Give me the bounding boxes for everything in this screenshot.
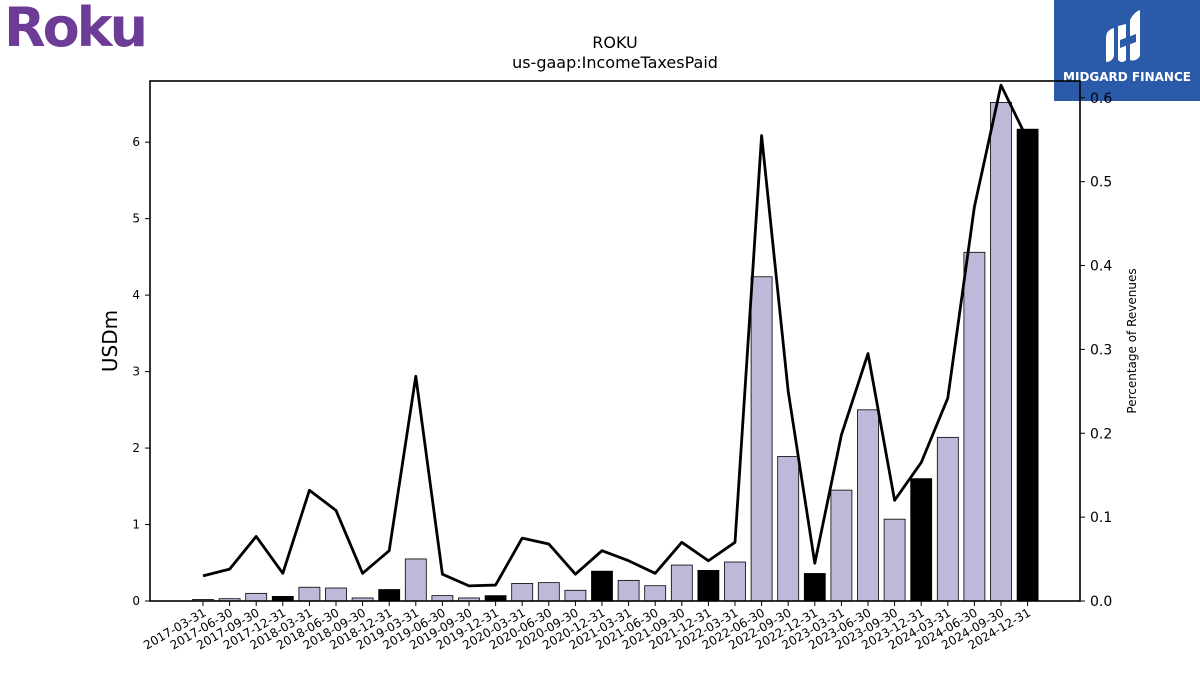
y2-tick-label: 0.4 <box>1090 259 1112 275</box>
chart-subtitle: us-gaap:IncomeTaxesPaid <box>512 53 718 72</box>
y-tick-label: 5 <box>132 212 140 226</box>
y-axis-label: USDm <box>98 310 122 372</box>
bar-2024-12-31 <box>1016 128 1039 602</box>
bar-2020-12-31 <box>591 570 613 602</box>
bar-2021-06-30 <box>644 585 667 602</box>
y-tick-label: 6 <box>132 135 140 149</box>
bar-2024-09-30 <box>990 102 1012 602</box>
bar-2022-12-31 <box>803 573 826 602</box>
bar-2020-03-31 <box>511 583 534 602</box>
y-tick-label: 1 <box>132 518 140 532</box>
bar-2019-06-30 <box>431 595 454 602</box>
y2-tick-label: 0.0 <box>1090 594 1112 610</box>
bar-2022-03-31 <box>724 561 746 602</box>
bar-2018-12-31 <box>378 589 401 602</box>
bar-2022-09-30 <box>777 456 800 602</box>
midgard-logo-text: MIDGARD FINANCE <box>1063 70 1191 84</box>
bar-2020-06-30 <box>537 582 560 602</box>
bar-2023-06-30 <box>857 409 879 602</box>
axes: 01234560.00.10.20.30.40.50.62017-03-3120… <box>132 80 1112 652</box>
bar-2024-06-30 <box>963 251 986 602</box>
plot-frame <box>149 80 1081 602</box>
bar-2018-03-31 <box>298 586 321 602</box>
bar-2021-03-31 <box>617 579 640 602</box>
y2-tick-label: 0.3 <box>1090 342 1112 358</box>
bar-2021-12-31 <box>697 570 720 602</box>
midgard-finance-logo: MIDGARD FINANCE <box>1054 0 1200 101</box>
y-tick-label: 4 <box>132 288 140 302</box>
y2-tick-label: 0.6 <box>1090 91 1112 107</box>
y-tick-label: 3 <box>132 365 140 379</box>
bar-2022-06-30 <box>750 276 773 602</box>
bar-2019-03-31 <box>404 558 427 602</box>
bar-2023-12-31 <box>910 478 933 602</box>
y2-axis-label: Percentage of Revenues <box>1125 268 1139 413</box>
chart-title: ROKU <box>592 33 637 52</box>
bar-2017-09-30 <box>245 592 268 602</box>
bar-2023-09-30 <box>883 518 906 602</box>
y-tick-label: 0 <box>132 594 140 608</box>
roku-logo: Roku <box>4 0 148 52</box>
bar-2019-12-31 <box>484 595 507 602</box>
midgard-logo-mark: MIDGARD FINANCE <box>1063 10 1191 84</box>
y-tick-label: 2 <box>132 441 140 455</box>
y2-tick-label: 0.5 <box>1090 175 1112 191</box>
bar-2023-03-31 <box>830 489 853 602</box>
line-series <box>202 83 1029 588</box>
bar-2018-06-30 <box>325 587 347 602</box>
roku-logo-text: Roku <box>4 0 145 52</box>
bar-2024-03-31 <box>936 436 959 602</box>
bar-series <box>192 102 1039 602</box>
bar-2020-09-30 <box>564 589 587 602</box>
percentage-line <box>202 83 1029 588</box>
bar-2021-09-30 <box>670 564 693 602</box>
y2-tick-label: 0.2 <box>1090 426 1112 442</box>
y2-tick-label: 0.1 <box>1090 510 1112 526</box>
